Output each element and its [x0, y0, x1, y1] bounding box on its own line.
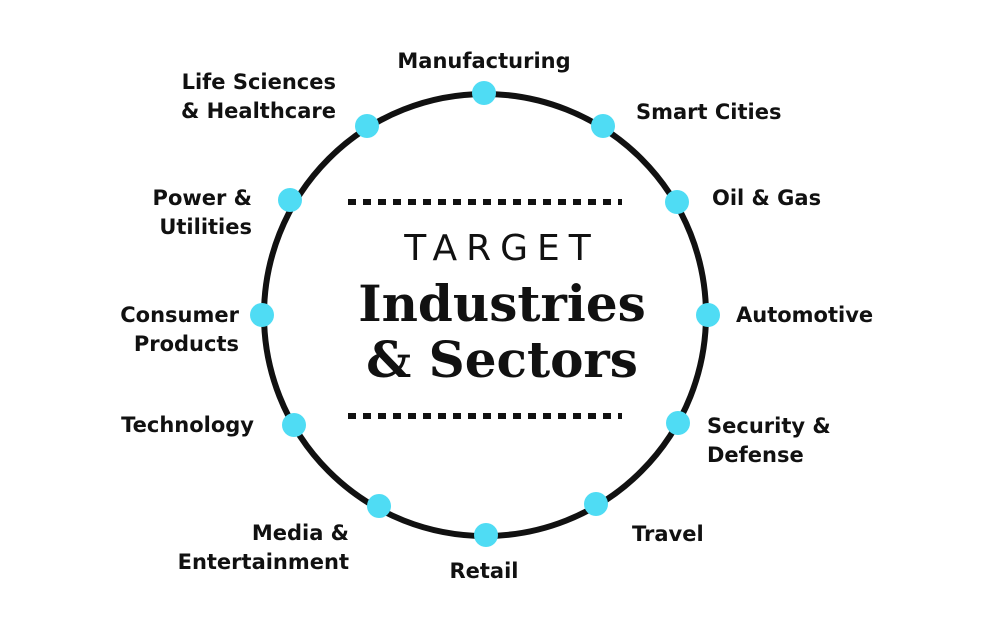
sector-node: [278, 188, 302, 212]
sector-node: [250, 303, 274, 327]
sector-label: Power & Utilities: [152, 186, 252, 239]
sector-label: Media & Entertainment: [177, 521, 349, 574]
sector-label: Manufacturing: [397, 49, 571, 73]
sector-node: [355, 114, 379, 138]
sector-node: [367, 494, 391, 518]
center-title: Industries & Sectors: [0, 276, 1004, 388]
sector-node: [591, 114, 615, 138]
sector-label: Technology: [121, 413, 254, 437]
center-title-line-2: & Sectors: [366, 330, 638, 389]
sector-node: [282, 413, 306, 437]
sector-node: [696, 303, 720, 327]
sector-label: Retail: [449, 559, 519, 583]
sector-node: [474, 523, 498, 547]
sector-label: Oil & Gas: [712, 186, 822, 210]
center-eyebrow: TARGET: [404, 228, 600, 269]
sector-label: Consumer Products: [120, 303, 239, 356]
sector-node: [584, 492, 608, 516]
sector-node: [472, 81, 496, 105]
sector-node: [666, 411, 690, 435]
sector-label: Smart Cities: [636, 100, 782, 124]
center-title-line-1: Industries: [358, 274, 646, 333]
sector-label: Security & Defense: [707, 414, 831, 467]
sector-label: Life Sciences & Healthcare: [180, 70, 336, 123]
sector-nodes: [250, 81, 720, 547]
sector-label: Automotive: [736, 303, 874, 327]
sector-label: Travel: [632, 522, 704, 546]
sector-node: [665, 190, 689, 214]
